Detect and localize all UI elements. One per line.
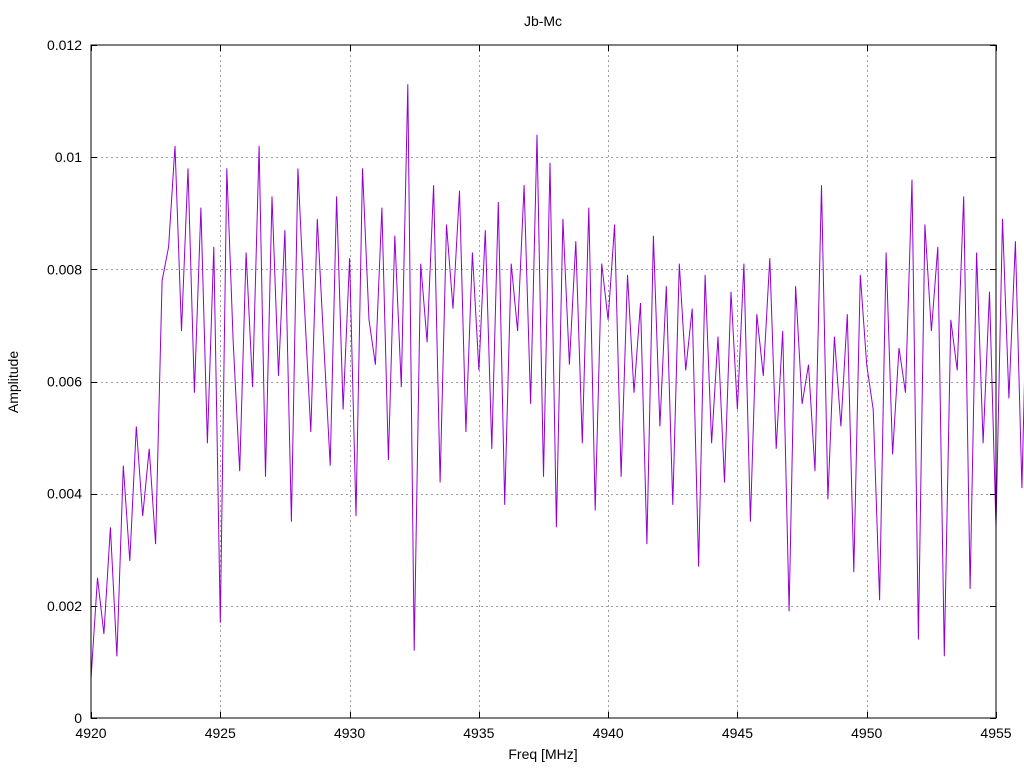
- x-tick-labels: 4920 4925 4930 4935 4940 4945 4950 4955: [75, 725, 1011, 741]
- y-tick-label: 0.006: [47, 374, 82, 390]
- x-axis-title: Freq [MHz]: [508, 746, 577, 762]
- y-tick-labels: 0 0.002 0.004 0.006 0.008 0.01 0.012: [47, 37, 82, 726]
- y-tick-label: 0.002: [47, 598, 82, 614]
- plot-border: [90, 44, 997, 719]
- series-group: [90, 84, 1024, 679]
- x-tick-label: 4935: [463, 725, 494, 741]
- x-tick-label: 4955: [980, 725, 1011, 741]
- y-tick-label: 0.012: [47, 37, 82, 53]
- x-tick-label: 4940: [593, 725, 624, 741]
- x-tick-label: 4950: [851, 725, 882, 741]
- x-tick-label: 4930: [334, 725, 365, 741]
- y-tick-label: 0.008: [47, 261, 82, 277]
- x-tick-label: 4945: [722, 725, 753, 741]
- y-axis-title: Amplitude: [5, 351, 21, 413]
- series-line: [90, 84, 1024, 679]
- chart-title: Jb-Mc: [524, 13, 562, 29]
- x-tick-label: 4925: [205, 725, 236, 741]
- x-tick-label: 4920: [75, 725, 106, 741]
- y-tick-label: 0.004: [47, 486, 82, 502]
- y-tick-label: 0.01: [55, 149, 82, 165]
- y-tick-label: 0: [74, 710, 82, 726]
